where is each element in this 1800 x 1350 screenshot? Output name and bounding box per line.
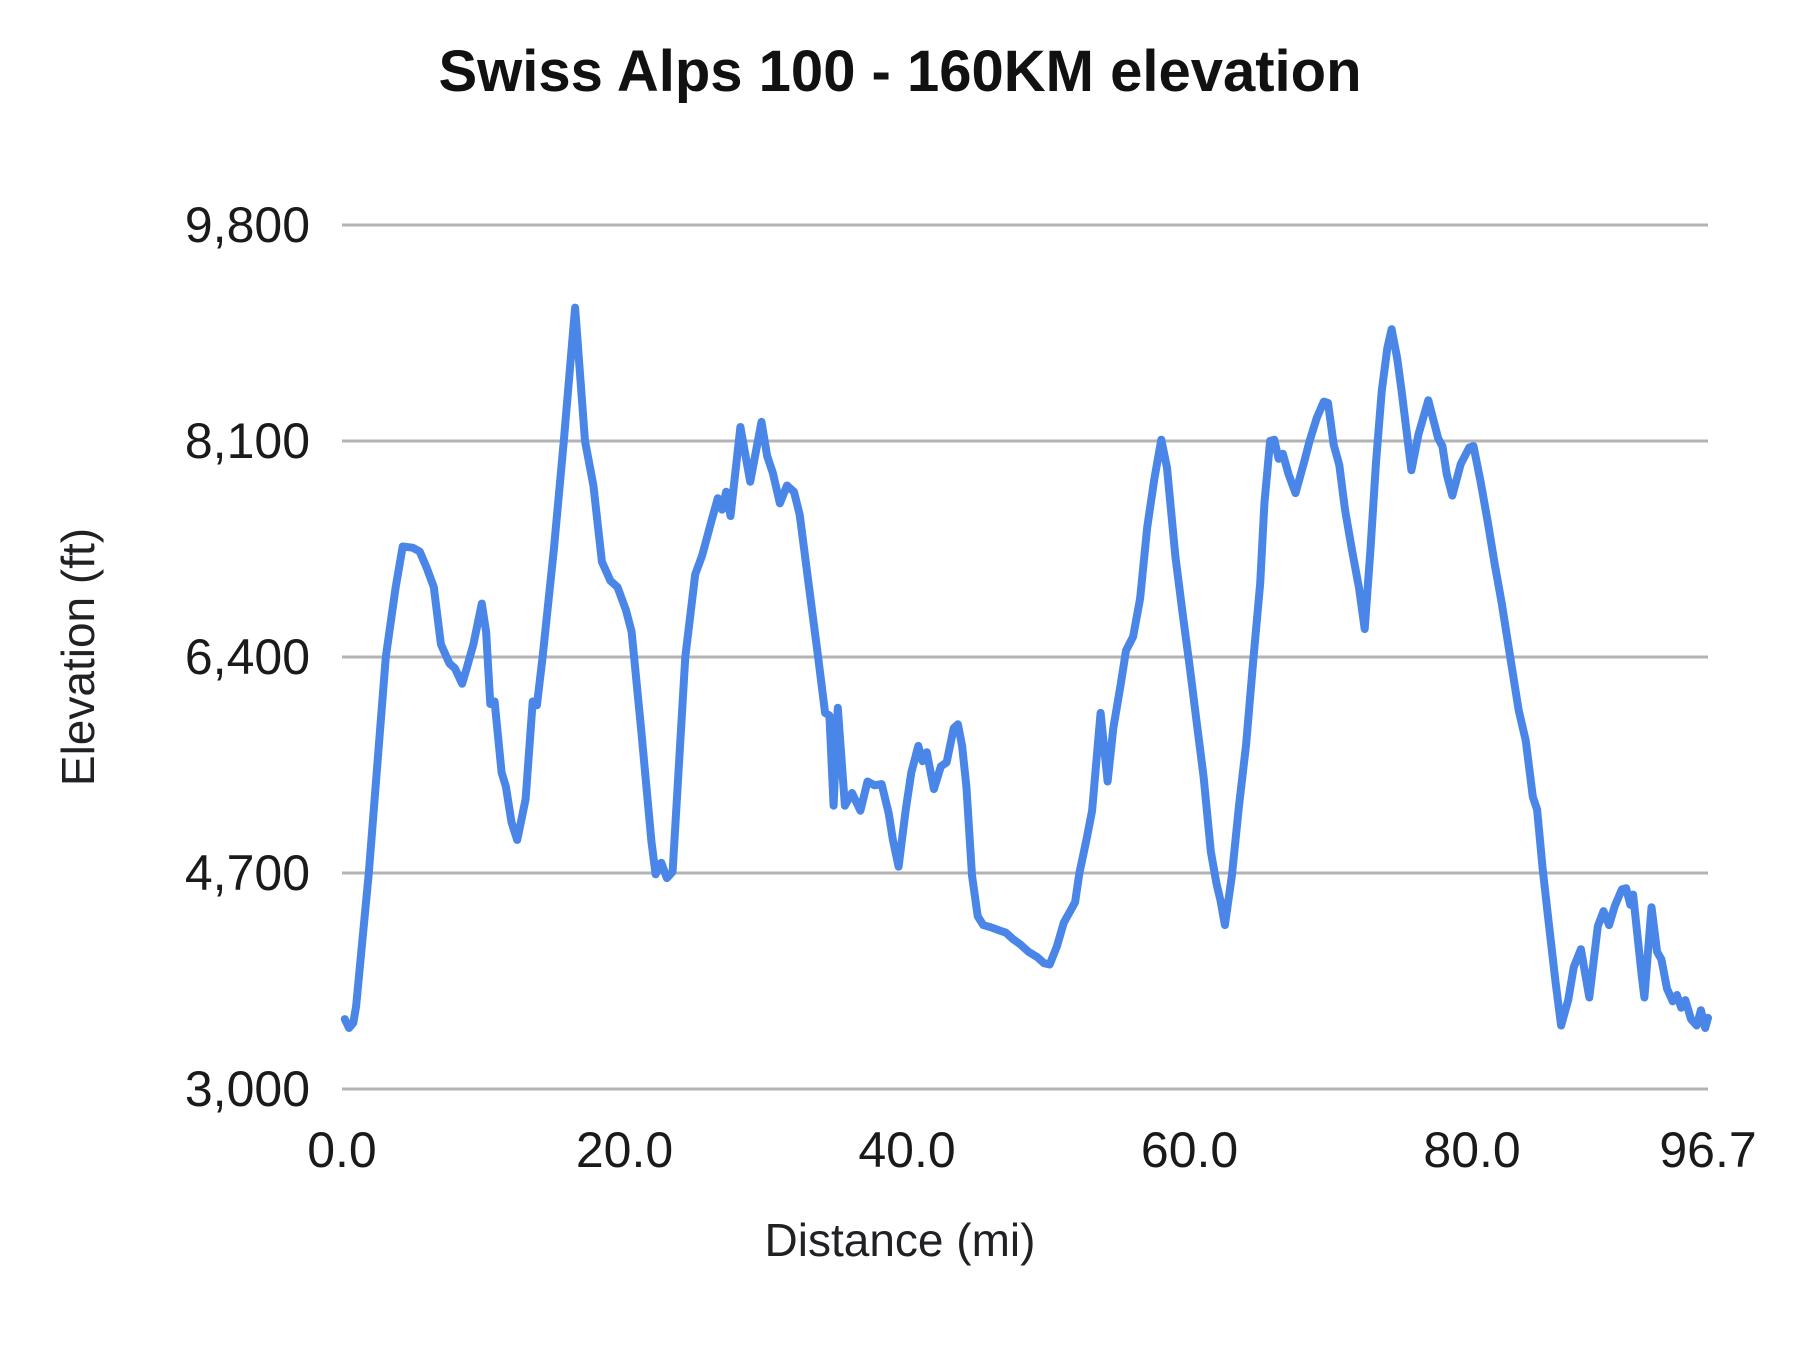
- y-tick-label: 6,400: [184, 629, 310, 685]
- elevation-profile-line: [340, 303, 1712, 1032]
- x-tick-label: 96.7: [1659, 1122, 1757, 1178]
- gridlines: [342, 223, 1708, 1091]
- x-tick-label: 0.0: [307, 1122, 377, 1178]
- x-tick-label: 80.0: [1423, 1122, 1521, 1178]
- y-tick-label: 3,000: [184, 1061, 310, 1117]
- y-axis-title: Elevation (ft): [52, 527, 104, 787]
- x-axis-title: Distance (mi): [764, 1214, 1036, 1266]
- chart-title: Swiss Alps 100 - 160KM elevation: [438, 39, 1362, 104]
- y-tick-label: 4,700: [184, 845, 310, 901]
- x-tick-label: 60.0: [1140, 1122, 1239, 1178]
- x-tick-label: 40.0: [858, 1122, 956, 1178]
- y-tick-label: 9,800: [184, 197, 310, 253]
- x-tick-label: 20.0: [575, 1122, 674, 1178]
- y-tick-label: 8,100: [184, 413, 310, 469]
